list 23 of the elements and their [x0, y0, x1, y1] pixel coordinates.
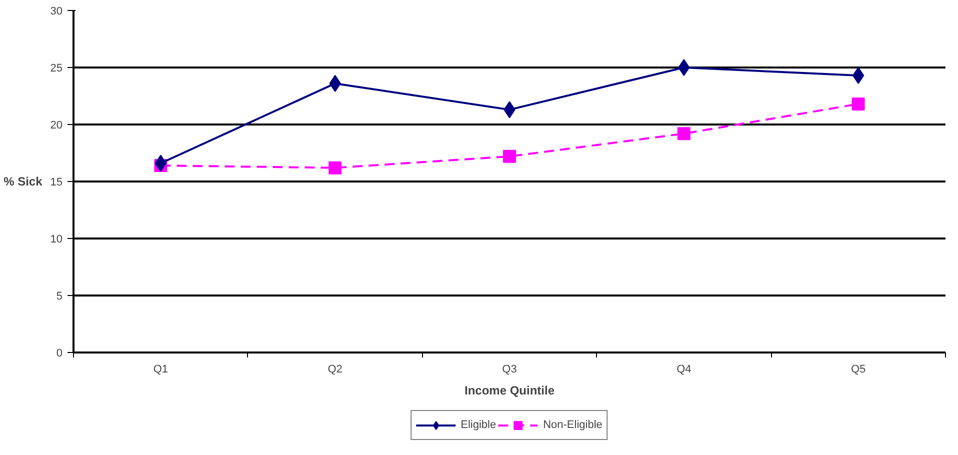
point: [154, 154, 167, 172]
x-tick-label: Q1: [153, 364, 168, 376]
y-tick-label: 15: [50, 176, 63, 188]
point: [852, 66, 864, 84]
point: [503, 150, 516, 163]
point: [852, 97, 865, 110]
y-tick-label: 30: [50, 6, 63, 18]
point: [678, 59, 690, 76]
y-tick-label: 0: [56, 348, 63, 360]
x-axis-title: Income Quintile: [464, 384, 555, 398]
y-tick-label: 25: [50, 62, 63, 74]
point: [677, 127, 690, 140]
y-axis-title: % Sick: [4, 174, 43, 188]
y-tick-label: 20: [50, 120, 63, 132]
x-tick-label: Q2: [328, 364, 342, 376]
point: [328, 161, 342, 174]
y-tick-label: 5: [56, 290, 63, 302]
legend-label: Non-Eligible: [543, 419, 602, 431]
x-tick-label: Q5: [850, 364, 866, 376]
x-tick-label: Q4: [676, 364, 692, 376]
y-tick-label: 10: [50, 234, 63, 246]
x-tick-label: Q3: [502, 364, 517, 376]
legend-label: Eligible: [460, 419, 496, 431]
